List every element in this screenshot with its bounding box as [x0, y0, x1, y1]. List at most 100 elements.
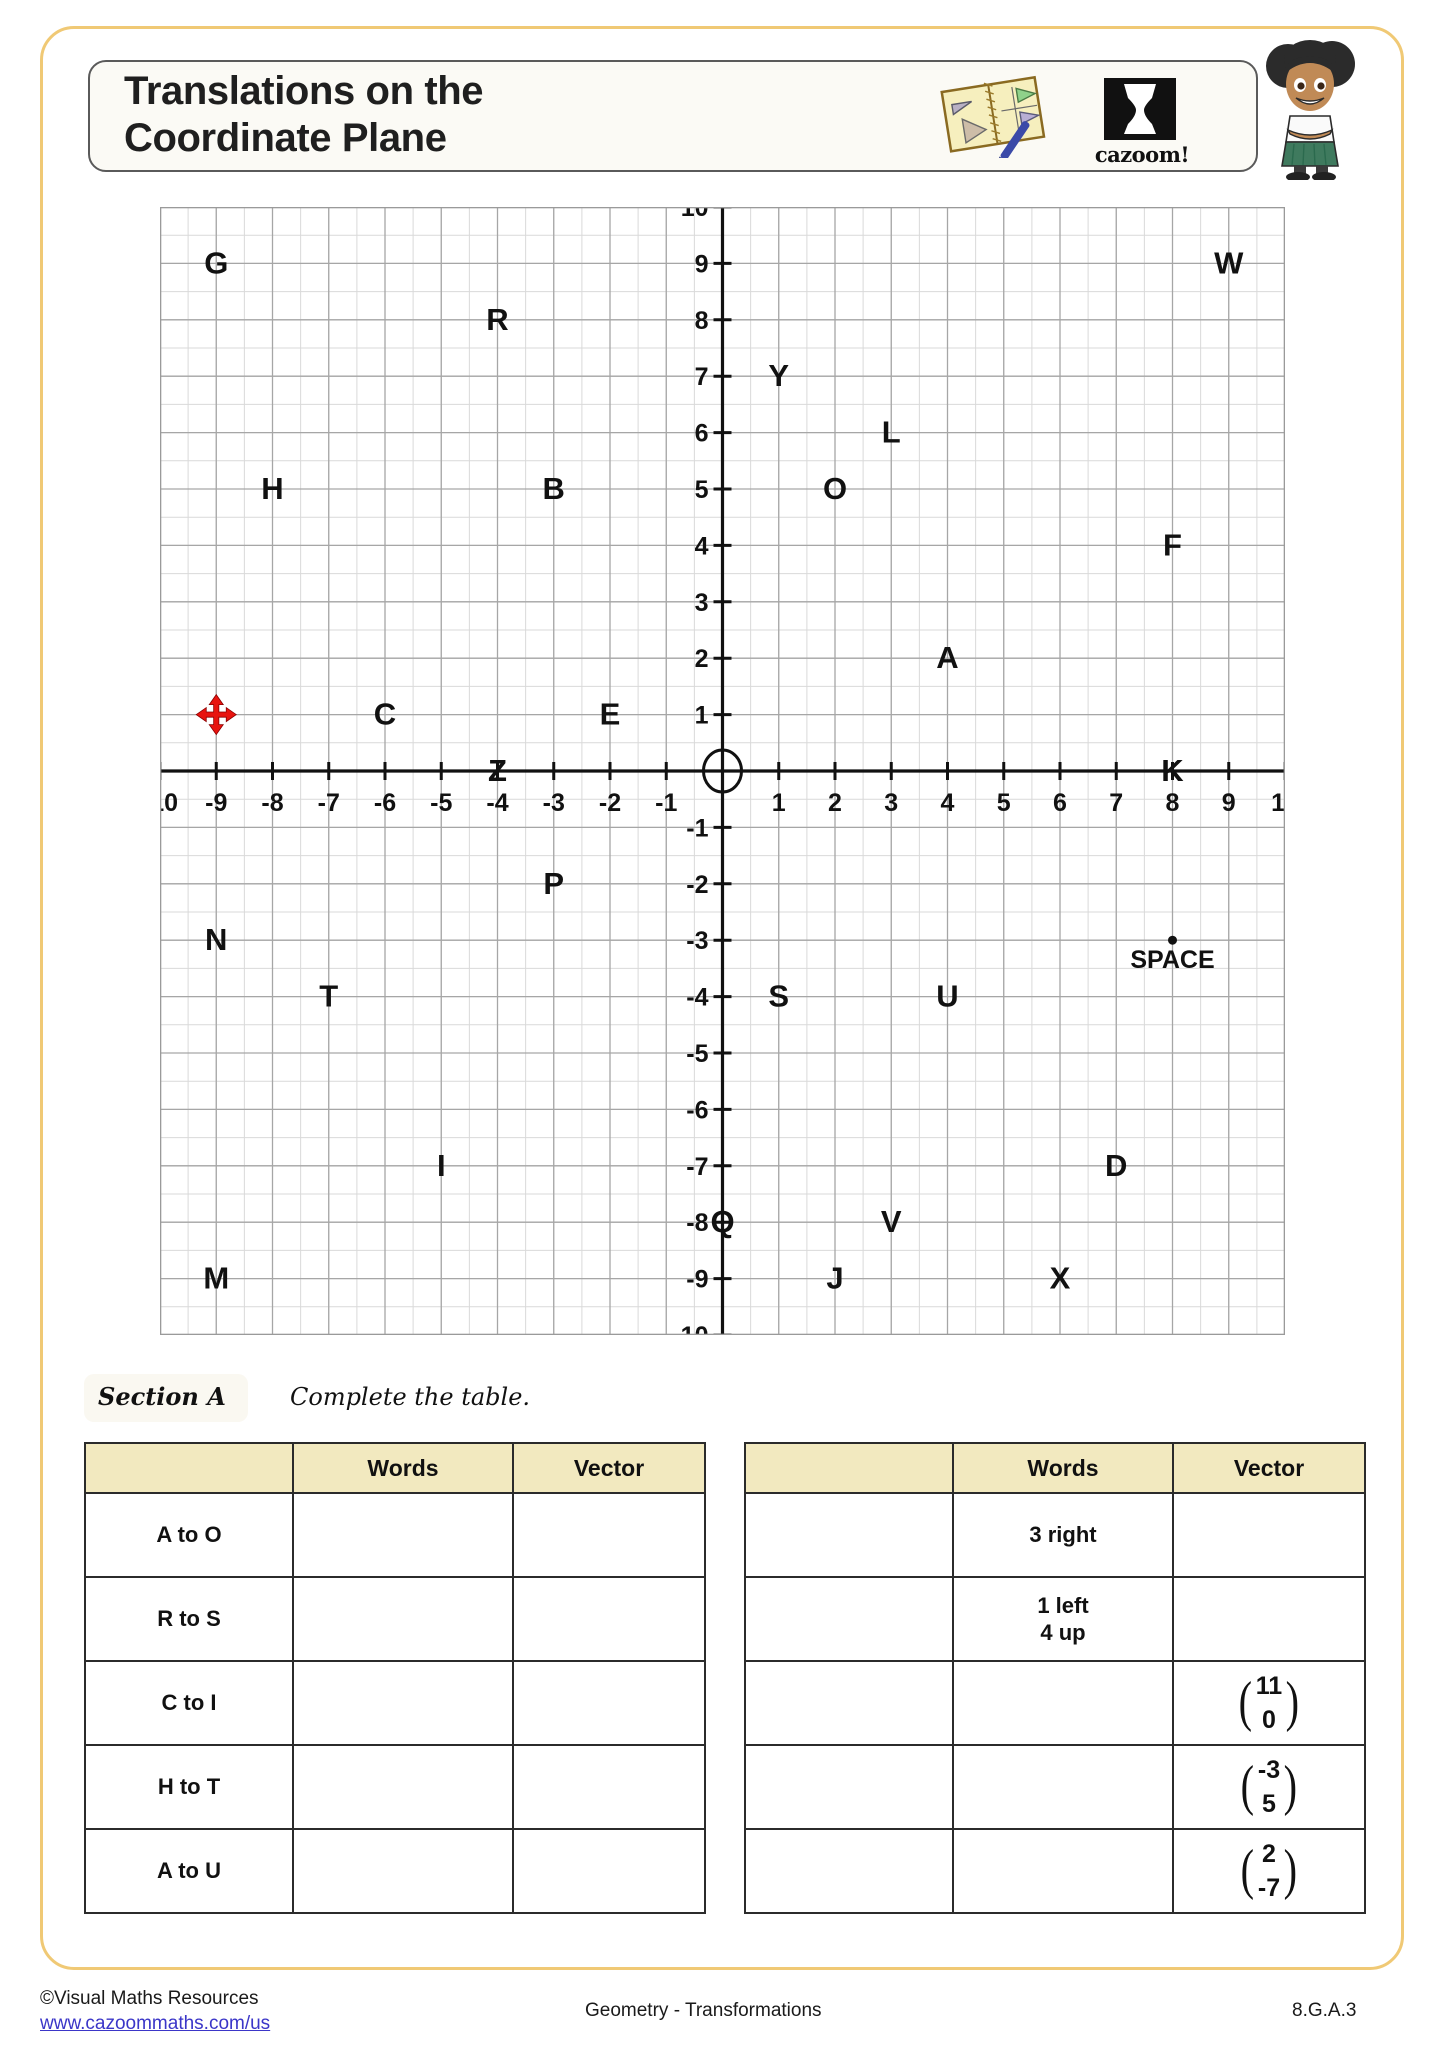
words-cell[interactable] — [292, 1744, 514, 1830]
words-cell[interactable] — [952, 1828, 1174, 1914]
svg-text:7: 7 — [1109, 789, 1123, 817]
col-header-vector: Vector — [512, 1442, 706, 1494]
svg-text:7: 7 — [695, 363, 709, 391]
row-label-cell: H to T — [84, 1744, 294, 1830]
table-row[interactable]: (-3 5) — [744, 1744, 1366, 1830]
words-cell[interactable] — [292, 1828, 514, 1914]
words-cell[interactable] — [952, 1660, 1174, 1746]
table-row[interactable]: C to I — [84, 1660, 706, 1746]
table-row[interactable]: A to U — [84, 1828, 706, 1914]
grid-letter-D: D — [1105, 1148, 1127, 1183]
table-row[interactable]: R to S — [84, 1576, 706, 1662]
table-header-row: Words Vector — [744, 1442, 1366, 1494]
table-row[interactable]: H to T — [84, 1744, 706, 1830]
page-title-line1: Translations on the — [124, 69, 484, 113]
vector-cell[interactable] — [512, 1576, 706, 1662]
svg-text:-2: -2 — [599, 789, 621, 817]
vector-cell[interactable] — [512, 1492, 706, 1578]
row-label-cell: C to I — [84, 1660, 294, 1746]
words-cell[interactable] — [292, 1576, 514, 1662]
vector-cell[interactable] — [512, 1744, 706, 1830]
svg-text:-5: -5 — [430, 789, 452, 817]
page-title-line2: Coordinate Plane — [124, 116, 447, 161]
footer-copyright: ©Visual Maths Resources — [40, 1988, 259, 2009]
words-cell[interactable] — [952, 1744, 1174, 1830]
table-row[interactable]: 1 left 4 up — [744, 1576, 1366, 1662]
table-row[interactable]: (2 -7) — [744, 1828, 1366, 1914]
grid-letter-G: G — [204, 245, 228, 280]
table-row[interactable]: A to O — [84, 1492, 706, 1578]
title-bar — [88, 60, 1258, 172]
footer-topic: Geometry - Transformations — [585, 2000, 822, 2021]
svg-text:-4: -4 — [486, 789, 508, 817]
svg-text:3: 3 — [884, 789, 898, 817]
grid-space-label: SPACE — [1130, 946, 1214, 974]
vector-cell[interactable] — [512, 1660, 706, 1746]
col-header-blank — [744, 1442, 954, 1494]
svg-text:-8: -8 — [261, 789, 283, 817]
grid-letter-W: W — [1214, 245, 1244, 280]
grid-letter-N: N — [205, 922, 227, 957]
vector-top: 2 — [1262, 1839, 1276, 1868]
svg-text:6: 6 — [695, 420, 709, 448]
translations-table-right[interactable]: Words Vector 3 right 1 left 4 up(11 0) (-3 5)… — [744, 1442, 1366, 1914]
row-label-cell — [744, 1576, 954, 1662]
paren-left: ( — [1238, 1671, 1253, 1734]
svg-text:-4: -4 — [686, 984, 708, 1012]
svg-text:-6: -6 — [686, 1096, 708, 1124]
svg-text:5: 5 — [997, 789, 1011, 817]
words-cell[interactable]: 3 right — [952, 1492, 1174, 1578]
page-title: Translations on the Coordinate Plane — [124, 68, 744, 162]
svg-text:-8: -8 — [686, 1209, 708, 1237]
svg-text:-2: -2 — [686, 871, 708, 899]
words-cell[interactable] — [292, 1492, 514, 1578]
grid-letter-Z: Z — [488, 753, 507, 788]
grid-letter-S: S — [768, 979, 789, 1014]
grid-letter-L: L — [882, 415, 901, 450]
col-header-words: Words — [292, 1442, 514, 1494]
vector-value: (-3 5) — [1238, 1757, 1300, 1817]
grid-letter-R: R — [486, 302, 508, 337]
coordinate-grid-svg: -10 -10 -9 -9 -8 -8 -7 -7 -6 -6 -5 -5 -4 -4 -3 -3 -2 -2 -1… — [160, 207, 1285, 1335]
vector-cell[interactable] — [1172, 1492, 1366, 1578]
notebook-triangles-icon — [940, 75, 1046, 158]
svg-text:1: 1 — [772, 789, 786, 817]
words-line: 4 up — [1040, 1620, 1086, 1645]
svg-text:2: 2 — [828, 789, 842, 817]
svg-text:-3: -3 — [543, 789, 565, 817]
grid-letter-M: M — [203, 1261, 229, 1296]
row-label-cell — [744, 1492, 954, 1578]
vector-cell[interactable]: (11 0) — [1172, 1660, 1366, 1746]
table-row[interactable]: (11 0) — [744, 1660, 1366, 1746]
words-cell[interactable]: 1 left 4 up — [952, 1576, 1174, 1662]
grid-letter-T: T — [319, 979, 338, 1014]
footer-url-link[interactable]: www.cazoommaths.com/us — [40, 2013, 271, 2034]
footer-standard-code: 8.G.A.3 — [1292, 2000, 1357, 2021]
vector-numbers: 2 -7 — [1258, 1839, 1280, 1901]
grid-letter-J: J — [826, 1261, 843, 1296]
svg-text:-5: -5 — [686, 1040, 708, 1068]
grid-letter-O: O — [823, 471, 847, 506]
svg-text:10: 10 — [681, 207, 709, 222]
grid-letter-Q: Q — [710, 1204, 734, 1239]
svg-text:10: 10 — [1271, 789, 1285, 817]
vector-cell[interactable]: (2 -7) — [1172, 1828, 1366, 1914]
vector-cell[interactable] — [1172, 1576, 1366, 1662]
section-pill — [84, 1374, 248, 1422]
cazoom-logo-text: cazoom! — [1094, 142, 1190, 167]
table-row[interactable]: 3 right — [744, 1492, 1366, 1578]
vector-cell[interactable] — [512, 1828, 706, 1914]
section-instruction: Complete the table. — [290, 1383, 531, 1411]
svg-text:-1: -1 — [655, 789, 677, 817]
vector-cell[interactable]: (-3 5) — [1172, 1744, 1366, 1830]
words-cell[interactable] — [292, 1660, 514, 1746]
move-cursor-icon[interactable] — [195, 693, 237, 736]
paren-left: ( — [1240, 1839, 1255, 1902]
grid-letter-C: C — [374, 697, 396, 732]
coordinate-plane[interactable]: -10 -10 -9 -9 -8 -8 -7 -7 -6 -6 -5 -5 -4 -4 -3 -3 -2 -2 -1… — [160, 207, 1285, 1335]
grid-letter-P: P — [543, 866, 564, 901]
svg-text:4: 4 — [695, 532, 709, 560]
section-label: Section A — [98, 1382, 226, 1411]
vector-numbers: -3 5 — [1258, 1757, 1280, 1817]
